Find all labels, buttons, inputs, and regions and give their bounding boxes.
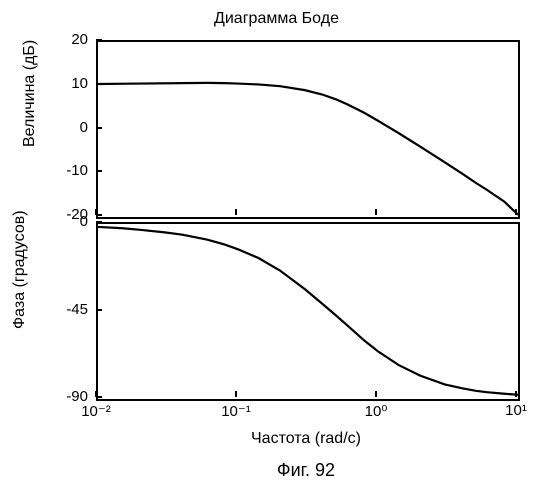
magnitude-curve: [98, 42, 518, 217]
xtick-mark: [95, 391, 97, 397]
ytick-mark: [96, 127, 102, 129]
ytick-mark: [96, 83, 102, 85]
ytick-mark: [96, 221, 102, 223]
figure-caption: Фиг. 92: [96, 460, 516, 481]
xtick-label: 10⁻¹: [218, 402, 254, 420]
xtick-label: 10¹: [498, 402, 534, 419]
xlabel: Частота (rad/c): [96, 430, 516, 448]
xtick-mark: [235, 209, 237, 215]
xtick-label: 10⁰: [358, 402, 394, 420]
xtick-mark: [515, 391, 517, 397]
phase-plot: [96, 222, 520, 401]
phase-ylabel: Фаза (градусов): [11, 289, 29, 329]
curve-path: [98, 83, 518, 215]
phase-curve: [98, 224, 518, 399]
ytick-mark: [96, 309, 102, 311]
xtick-mark: [235, 391, 237, 397]
xtick-mark: [95, 209, 97, 215]
curve-path: [98, 227, 518, 395]
xtick-label: 10⁻²: [78, 402, 114, 420]
magnitude-ylabel: Величина (дБ): [21, 107, 39, 147]
xtick-mark: [375, 209, 377, 215]
magnitude-plot: [96, 40, 520, 219]
xtick-mark: [375, 391, 377, 397]
ytick-mark: [96, 170, 102, 172]
chart-title: Диаграмма Боде: [0, 10, 553, 28]
bode-figure: Диаграмма Боде Величина (дБ) -20-1001020…: [0, 0, 553, 500]
xtick-mark: [515, 209, 517, 215]
ytick-mark: [96, 39, 102, 41]
